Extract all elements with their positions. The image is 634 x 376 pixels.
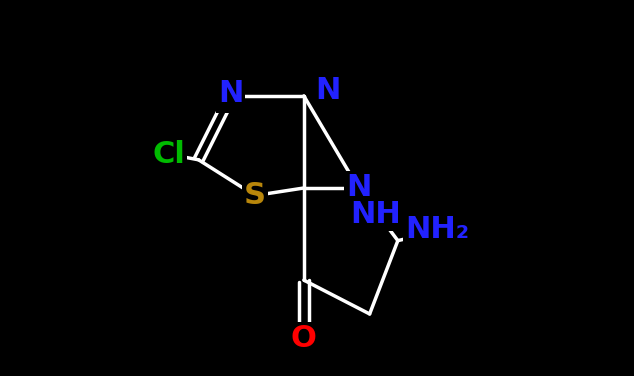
Text: Cl: Cl	[152, 139, 185, 169]
Text: N: N	[218, 81, 243, 111]
Text: S: S	[244, 181, 266, 210]
Text: S: S	[244, 181, 266, 210]
Text: NH₂: NH₂	[405, 215, 469, 244]
Text: N: N	[316, 76, 341, 105]
Text: O: O	[291, 324, 317, 353]
Text: NH: NH	[350, 200, 401, 229]
Text: N: N	[346, 173, 372, 202]
Text: N: N	[218, 79, 243, 109]
